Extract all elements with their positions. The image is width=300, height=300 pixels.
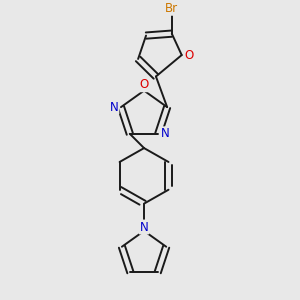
Text: N: N bbox=[110, 100, 118, 114]
Text: N: N bbox=[140, 220, 148, 233]
Text: N: N bbox=[161, 127, 170, 140]
Text: O: O bbox=[184, 49, 193, 62]
Text: O: O bbox=[140, 78, 149, 91]
Text: Br: Br bbox=[165, 2, 178, 15]
